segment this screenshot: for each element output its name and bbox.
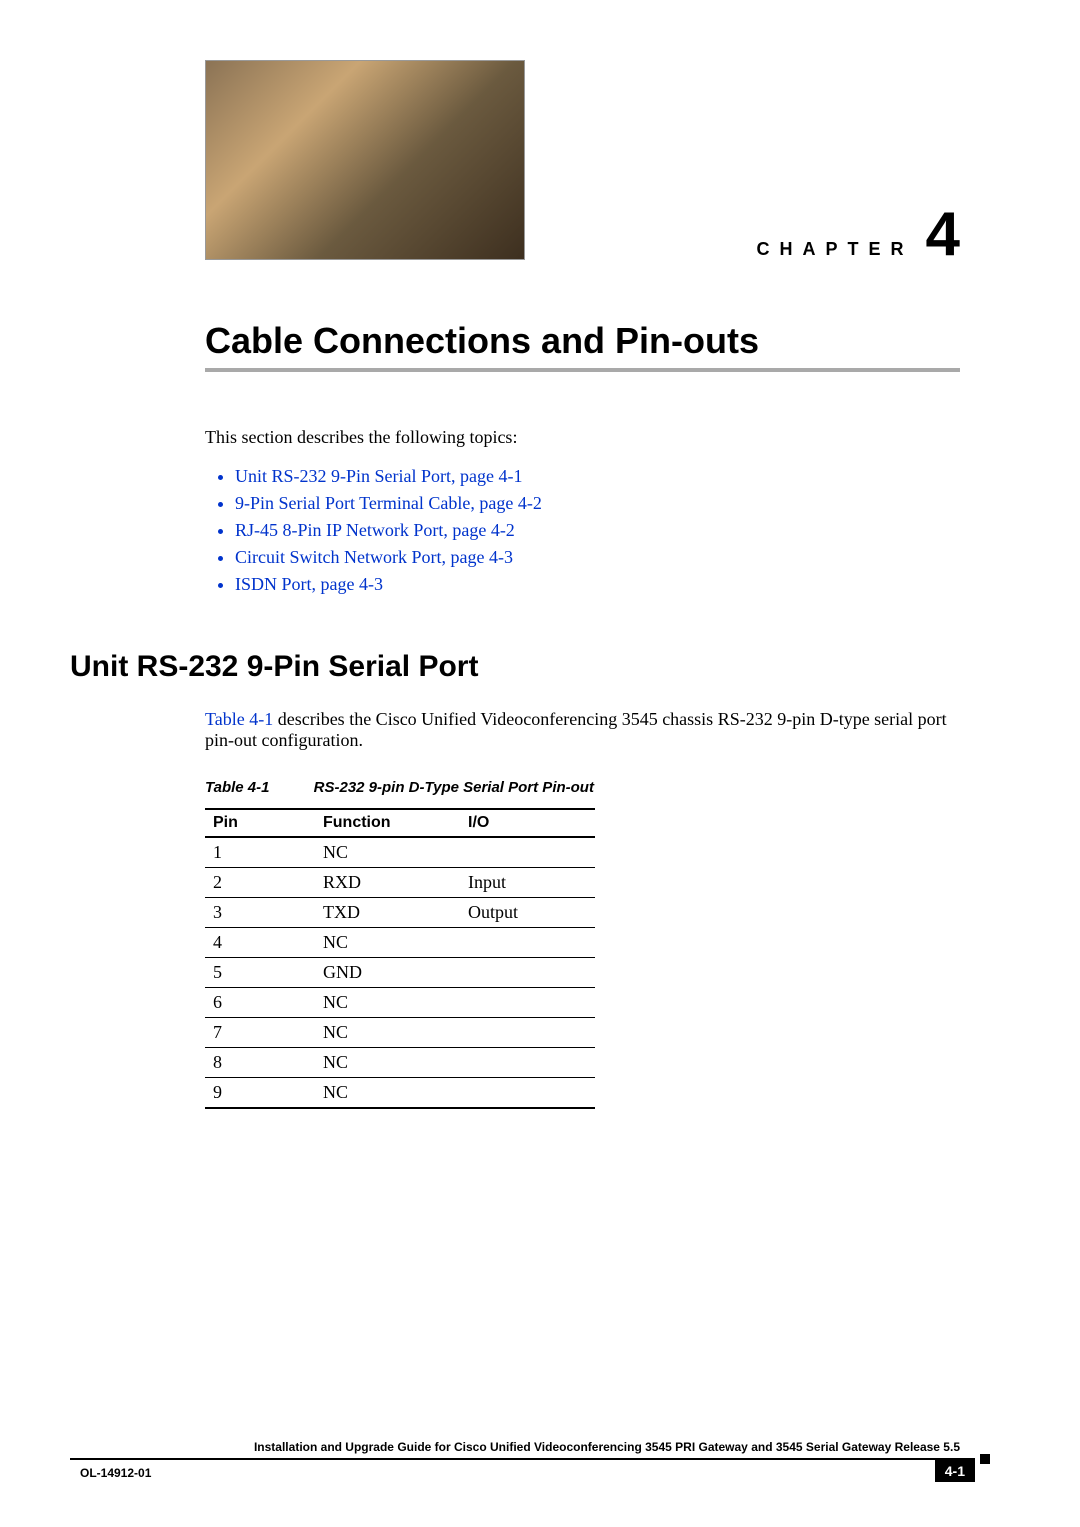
topic-link[interactable]: RJ-45 8-Pin IP Network Port, page 4-2 [235,520,515,540]
list-item: RJ-45 8-Pin IP Network Port, page 4-2 [235,520,960,541]
table-header-pin: Pin [205,809,315,837]
section-heading: Unit RS-232 9-Pin Serial Port [70,650,960,684]
cell-io [460,1047,595,1077]
chapter-title: Cable Connections and Pin-outs [205,320,960,372]
table-reference-link[interactable]: Table 4-1 [205,709,273,729]
cell-io [460,1077,595,1108]
topic-link[interactable]: Circuit Switch Network Port, page 4-3 [235,547,513,567]
list-item: Unit RS-232 9-Pin Serial Port, page 4-1 [235,466,960,487]
footer-doc-id: OL-14912-01 [80,1466,151,1480]
cell-function: NC [315,1047,460,1077]
cell-function: NC [315,1077,460,1108]
cell-io [460,837,595,868]
table-label: Table 4-1 [205,779,269,796]
table-title: RS-232 9-pin D-Type Serial Port Pin-out [314,779,594,796]
section-description-rest: describes the Cisco Unified Videoconfere… [205,709,947,750]
table-header-row: Pin Function I/O [205,809,595,837]
cell-function: GND [315,957,460,987]
topic-link[interactable]: Unit RS-232 9-Pin Serial Port, page 4-1 [235,466,522,486]
chapter-word: CHAPTER [757,239,914,260]
topic-link[interactable]: ISDN Port, page 4-3 [235,574,383,594]
chapter-image-placeholder [205,60,525,260]
table-row: 2 RXD Input [205,867,595,897]
cell-io [460,987,595,1017]
cell-pin: 2 [205,867,315,897]
table-row: 3 TXD Output [205,897,595,927]
cell-io [460,1017,595,1047]
footer-page-number: 4-1 [935,1460,975,1482]
cell-pin: 9 [205,1077,315,1108]
chapter-number: 4 [926,210,960,260]
cell-pin: 4 [205,927,315,957]
table-row: 5 GND [205,957,595,987]
cell-function: NC [315,927,460,957]
list-item: Circuit Switch Network Port, page 4-3 [235,547,960,568]
list-item: ISDN Port, page 4-3 [235,574,960,595]
cell-pin: 5 [205,957,315,987]
cell-pin: 3 [205,897,315,927]
topic-link[interactable]: 9-Pin Serial Port Terminal Cable, page 4… [235,493,542,513]
cell-function: RXD [315,867,460,897]
cell-io: Input [460,867,595,897]
table-row: 9 NC [205,1077,595,1108]
cell-io [460,927,595,957]
table-header-function: Function [315,809,460,837]
cell-function: NC [315,1017,460,1047]
table-row: 1 NC [205,837,595,868]
pinout-table: Pin Function I/O 1 NC 2 RXD Input 3 [205,808,595,1109]
cell-pin: 1 [205,837,315,868]
cell-pin: 8 [205,1047,315,1077]
chapter-label: CHAPTER 4 [541,210,960,260]
cell-function: TXD [315,897,460,927]
footer-doc-title: Installation and Upgrade Guide for Cisco… [0,1440,960,1458]
table-row: 4 NC [205,927,595,957]
list-item: 9-Pin Serial Port Terminal Cable, page 4… [235,493,960,514]
table-caption: Table 4-1 RS-232 9-pin D-Type Serial Por… [205,779,960,796]
intro-text: This section describes the following top… [205,427,960,448]
footer-bar: OL-14912-01 4-1 [70,1458,975,1482]
topic-link-list: Unit RS-232 9-Pin Serial Port, page 4-1 … [235,466,960,595]
cell-function: NC [315,987,460,1017]
cell-pin: 6 [205,987,315,1017]
table-header-io: I/O [460,809,595,837]
page-footer: Installation and Upgrade Guide for Cisco… [0,1440,1080,1482]
section-description: Table 4-1 describes the Cisco Unified Vi… [205,709,960,751]
table-row: 6 NC [205,987,595,1017]
table-row: 7 NC [205,1017,595,1047]
cell-pin: 7 [205,1017,315,1047]
chapter-header: CHAPTER 4 [205,60,960,260]
cell-function: NC [315,837,460,868]
cell-io: Output [460,897,595,927]
cell-io [460,957,595,987]
table-row: 8 NC [205,1047,595,1077]
